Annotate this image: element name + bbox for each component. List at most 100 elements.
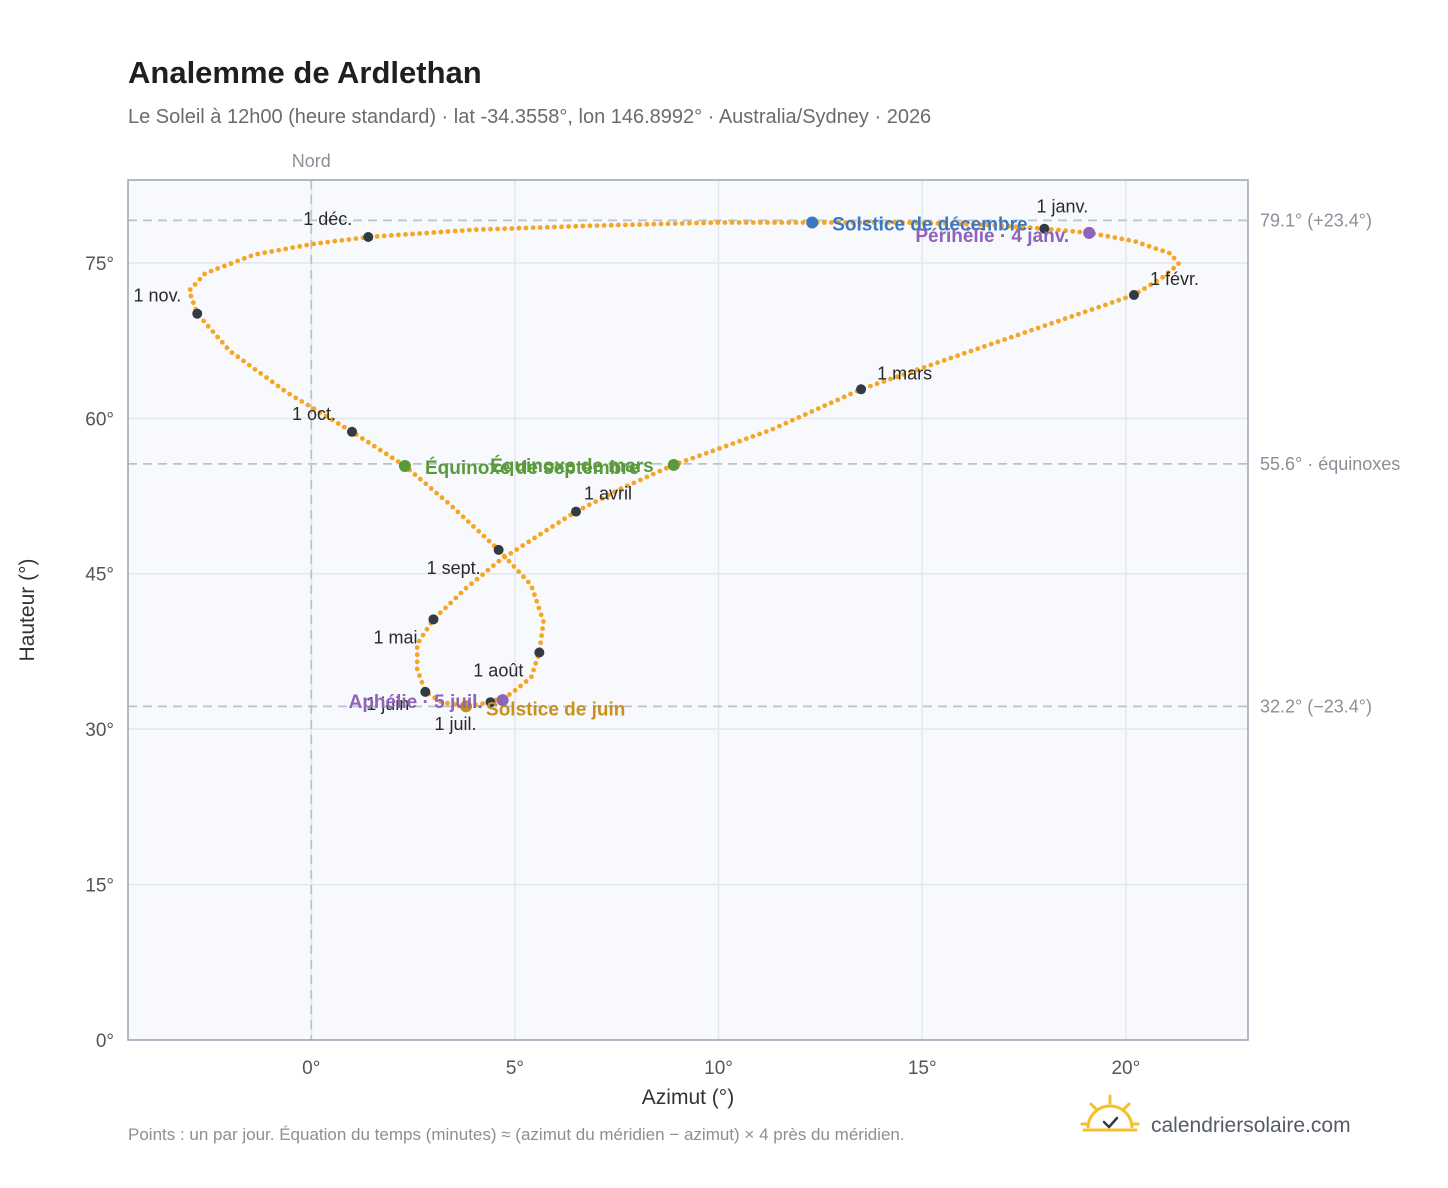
daily-sun-dot [757,431,762,437]
daily-sun-dot [481,533,487,539]
daily-sun-dot [518,683,523,689]
daily-sun-dot [703,450,709,456]
month-markers: 1 janv. 1 févr. 1 mars 1 avril 1 mai 1 juin 1 … [134,197,1199,735]
daily-sun-dot [985,222,991,228]
daily-sun-dot [1103,302,1108,308]
daily-sun-dot [281,387,287,393]
daily-sun-dot [414,659,420,665]
daily-sun-dot [514,547,520,552]
daily-sun-dot [1034,225,1040,231]
daily-sun-dot [480,572,485,578]
month-marker-label: 1 mars [877,363,932,383]
daily-sun-dot [763,429,769,434]
daily-sun-dot [850,220,856,225]
daily-sun-dot [235,258,241,264]
daily-sun-dot [843,220,848,225]
daily-sun-dot [941,357,947,363]
daily-sun-dot [1096,304,1102,310]
daily-sun-dot [414,645,420,650]
daily-sun-dot [796,415,802,420]
daily-sun-dot [779,220,785,225]
daily-sun-dot [679,221,685,226]
daily-sun-dot [516,569,522,574]
daily-sun-dot [323,413,329,419]
daily-sun-dot [841,394,847,400]
daily-sun-dot [601,223,607,228]
daily-sun-dot [750,220,756,225]
daily-sun-dot [190,300,196,306]
daily-sun-dot [480,701,485,706]
daily-sun-dot [956,221,962,227]
brand-name: calendriersolaire.com [1151,1114,1351,1137]
daily-sun-dot [501,553,507,559]
daily-sun-dot [523,225,529,231]
daily-sun-dot [657,468,663,474]
daily-sun-dot [1082,309,1088,315]
daily-sun-dot [529,585,535,591]
daily-sun-dot [276,247,282,253]
daily-sun-dot [523,679,529,684]
daily-sun-dot [935,221,941,226]
daily-sun-dot [612,489,617,495]
month-marker-dot [428,614,439,625]
daily-sun-dot [235,354,241,360]
daily-sun-dot [881,379,887,384]
daily-sun-dot [541,619,546,624]
daily-sun-dot [992,222,998,228]
daily-sun-dot [750,434,756,439]
daily-sun-dot [481,227,486,232]
daily-sun-dot [287,391,292,397]
daily-sun-dot [1148,282,1153,288]
daily-sun-dot [562,516,567,522]
daily-sun-dot [383,451,389,457]
daily-sun-dot [644,474,650,480]
y-tick-label: 60° [85,409,114,430]
daily-sun-dot [928,362,934,368]
daily-sun-dot [864,220,870,225]
daily-sun-dot [828,400,834,406]
daily-sun-dot [414,652,420,658]
daily-sun-dot [697,453,702,459]
daily-sun-dot [544,224,550,230]
daily-sun-dot [715,220,721,225]
daily-sun-dot [469,581,474,587]
daily-sun-dot [396,232,401,238]
daily-sun-dot [650,471,656,477]
daily-sun-dot [809,409,815,414]
month-marker-label: 1 janv. [1037,197,1089,217]
daily-sun-dot [868,383,873,389]
event-marker-dot [1083,226,1096,239]
daily-sun-dot [623,222,628,228]
daily-sun-dot [465,519,471,524]
daily-sun-dot [460,514,466,520]
daily-sun-dot [269,379,275,385]
daily-sun-dot [822,403,828,409]
daily-sun-dot [907,220,912,226]
daily-sun-dot [474,576,480,582]
daily-sun-dot [1165,270,1171,276]
daily-sun-dot [485,567,491,573]
daily-sun-dot [502,226,508,232]
daily-sun-dot [453,595,459,601]
daily-sun-dot [955,353,960,359]
daily-sun-dot [968,348,974,354]
daily-sun-dot [1020,224,1026,230]
daily-sun-dot [459,228,465,234]
daily-sun-dot [942,221,948,227]
x-tick-label: 5° [506,1058,524,1079]
daily-sun-dot [248,253,254,259]
daily-sun-dot [428,486,434,491]
daily-sun-dot [423,481,429,487]
daily-sun-dot [961,350,967,356]
daily-sun-dot [417,231,422,236]
daily-sun-dot [978,222,983,227]
daily-sun-dot [995,339,1001,345]
month-marker-dot [856,384,867,395]
daily-sun-dot [615,222,621,228]
daily-sun-dot [1077,229,1083,235]
event-label: Équinoxe de septembre [425,457,639,479]
month-marker-label: 1 févr. [1150,269,1199,289]
x-tick-label: 10° [704,1058,733,1079]
month-marker-label: 1 sept. [427,558,481,578]
daily-sun-dot [473,702,478,708]
